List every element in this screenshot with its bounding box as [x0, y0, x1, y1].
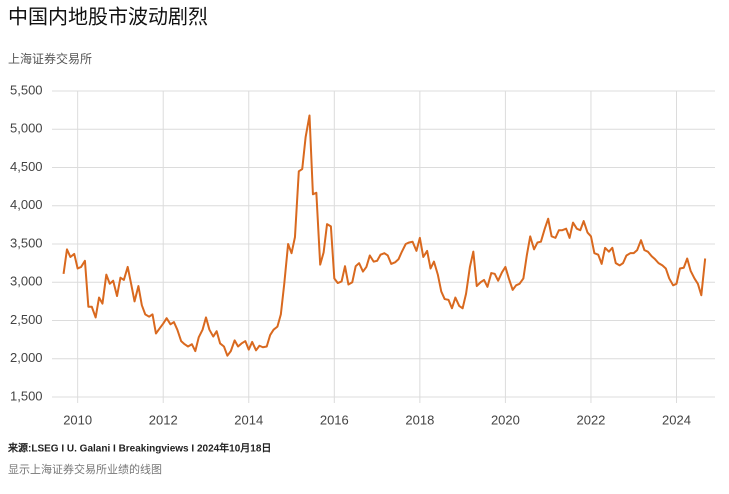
y-tick-label: 3,500 [10, 235, 43, 250]
y-tick-label: 4,000 [10, 197, 43, 212]
y-tick-label: 3,000 [10, 274, 43, 289]
y-tick-label: 2,500 [10, 312, 43, 327]
source: 来源:LSEG I U. Galani I Breakingviews I 20… [7, 442, 271, 455]
y-tick-label: 2,000 [10, 350, 43, 365]
x-tick-label: 2022 [576, 412, 605, 427]
chart-title: 中国内地股市波动剧烈 [8, 5, 208, 28]
x-tick-label: 2018 [405, 412, 434, 427]
x-tick-label: 2014 [234, 412, 263, 427]
line-series [62, 114, 707, 357]
y-tick-label: 1,500 [10, 388, 43, 403]
x-tick-label: 2024 [662, 412, 691, 427]
y-tick-label: 4,500 [10, 159, 43, 174]
x-tick-label: 2020 [491, 412, 520, 427]
x-tick-label: 2012 [149, 412, 178, 427]
caption: 显示上海证券交易所业绩的线图 [8, 462, 162, 476]
chart-subtitle: 上海证券交易所 [8, 51, 92, 66]
y-tick-label: 5,500 [10, 82, 43, 97]
y-tick-label: 5,000 [10, 121, 43, 136]
x-tick-label: 2010 [63, 412, 92, 427]
x-tick-label: 2016 [320, 412, 349, 427]
